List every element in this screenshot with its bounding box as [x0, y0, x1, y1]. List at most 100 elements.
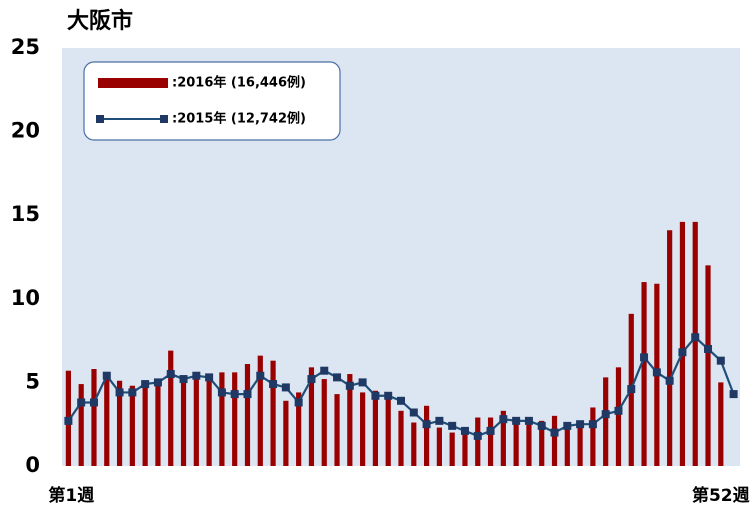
- marker: [704, 344, 713, 353]
- bar: [219, 372, 225, 466]
- bar: [296, 392, 302, 466]
- bar: [116, 380, 123, 466]
- bar: [449, 432, 455, 466]
- marker: [563, 421, 572, 430]
- bar: [679, 221, 686, 466]
- marker: [217, 388, 226, 397]
- marker: [77, 398, 86, 407]
- y-tick-label: 0: [25, 453, 40, 477]
- bar: [513, 420, 519, 466]
- marker: [524, 416, 533, 425]
- marker: [307, 375, 316, 384]
- bar: [539, 420, 545, 466]
- marker: [141, 380, 150, 389]
- bar: [615, 367, 622, 466]
- marker: [102, 371, 111, 380]
- marker: [678, 348, 687, 357]
- marker: [614, 406, 623, 415]
- bar: [475, 417, 481, 466]
- y-tick-label: 10: [11, 286, 40, 310]
- bar: [603, 377, 609, 466]
- bar: [206, 379, 212, 466]
- bar: [193, 375, 199, 466]
- marker: [358, 378, 367, 387]
- legend-box: [83, 61, 341, 141]
- marker: [512, 416, 521, 425]
- marker: [691, 333, 700, 342]
- marker: [473, 431, 482, 440]
- bar: [590, 407, 596, 466]
- legend-marker: [160, 115, 168, 123]
- bar: [283, 400, 289, 466]
- bar: [360, 392, 366, 466]
- marker: [601, 410, 610, 419]
- marker: [64, 416, 73, 425]
- bar: [321, 379, 327, 466]
- bar: [270, 360, 276, 466]
- marker: [115, 388, 124, 397]
- bar: [308, 367, 315, 466]
- bar: [142, 382, 148, 466]
- bar: [398, 410, 404, 466]
- bar: [705, 265, 711, 466]
- bar: [180, 377, 187, 466]
- y-tick-label: 15: [11, 202, 40, 226]
- x-tick-label: 第52週: [692, 485, 750, 506]
- legend-swatch: [98, 78, 168, 88]
- marker: [550, 428, 559, 437]
- legend-label: :2016年 (16,446例): [172, 75, 306, 91]
- bar: [423, 405, 430, 466]
- marker: [486, 426, 495, 435]
- marker: [128, 388, 137, 397]
- marker: [716, 356, 725, 365]
- bar: [487, 417, 494, 466]
- bar: [168, 350, 174, 466]
- bar: [526, 424, 532, 466]
- marker: [422, 420, 431, 429]
- bar: [91, 369, 97, 466]
- bar: [500, 410, 506, 466]
- bar: [718, 382, 724, 466]
- marker: [294, 398, 303, 407]
- bar: [129, 385, 135, 466]
- marker: [256, 371, 265, 380]
- bar: [104, 372, 110, 466]
- marker: [243, 390, 252, 399]
- y-tick-label: 25: [11, 35, 40, 59]
- marker: [281, 383, 290, 392]
- marker: [179, 375, 188, 384]
- bar: [257, 355, 263, 466]
- bar: [641, 282, 647, 466]
- marker: [166, 370, 175, 379]
- bar: [411, 422, 417, 466]
- marker: [460, 426, 469, 435]
- marker: [230, 390, 239, 399]
- marker: [333, 373, 342, 382]
- bar: [78, 384, 84, 466]
- y-tick-label: 20: [11, 119, 40, 143]
- bar: [334, 394, 340, 466]
- marker: [665, 376, 674, 385]
- bar: [692, 221, 698, 466]
- bar: [577, 420, 583, 466]
- marker: [384, 391, 393, 400]
- legend-label: :2015年 (12,742例): [172, 111, 306, 127]
- marker: [448, 421, 457, 430]
- marker: [576, 420, 585, 429]
- bar: [232, 372, 238, 466]
- marker: [640, 353, 649, 362]
- marker: [371, 391, 380, 400]
- bar: [385, 397, 391, 466]
- bar: [244, 364, 251, 466]
- marker: [729, 390, 738, 399]
- bar: [155, 380, 161, 466]
- marker: [537, 421, 546, 430]
- bar: [372, 390, 379, 466]
- marker: [435, 416, 444, 425]
- bar: [667, 230, 673, 466]
- marker: [192, 371, 201, 380]
- marker: [652, 368, 661, 377]
- marker: [153, 378, 162, 387]
- marker: [269, 380, 278, 389]
- marker: [205, 373, 214, 382]
